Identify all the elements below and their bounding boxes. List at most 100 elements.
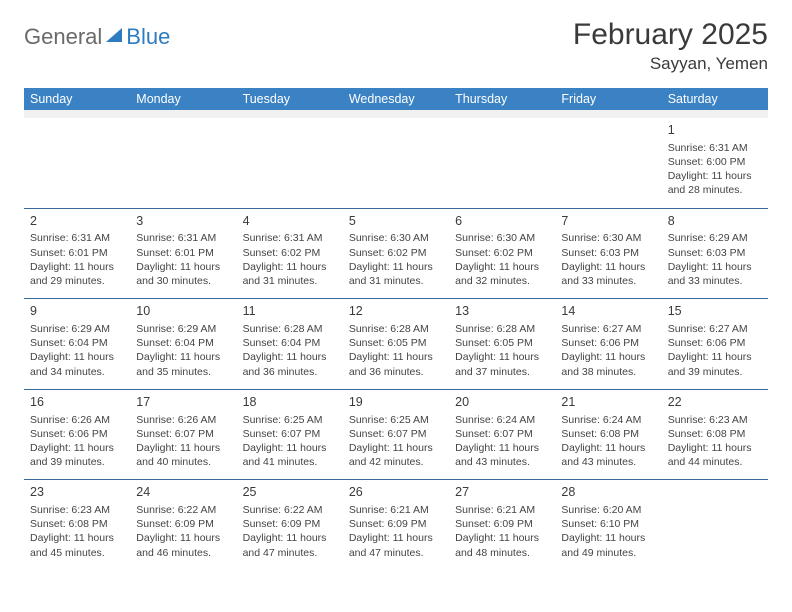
day-number: 25	[243, 484, 337, 501]
day-number: 16	[30, 394, 124, 411]
day-cell: 1Sunrise: 6:31 AMSunset: 6:00 PMDaylight…	[662, 118, 768, 208]
day-detail-line: and 35 minutes.	[136, 365, 230, 379]
day-detail-line: Sunrise: 6:30 AM	[561, 231, 655, 245]
day-number: 6	[455, 213, 549, 230]
day-detail-line: Sunrise: 6:24 AM	[455, 413, 549, 427]
day-detail-line: and 48 minutes.	[455, 546, 549, 560]
day-number: 11	[243, 303, 337, 320]
day-cell: 23Sunrise: 6:23 AMSunset: 6:08 PMDayligh…	[24, 480, 130, 570]
day-number: 17	[136, 394, 230, 411]
day-detail-line: and 29 minutes.	[30, 274, 124, 288]
week-row: 1Sunrise: 6:31 AMSunset: 6:00 PMDaylight…	[24, 118, 768, 208]
day-cell: 10Sunrise: 6:29 AMSunset: 6:04 PMDayligh…	[130, 299, 236, 389]
day-cell: 12Sunrise: 6:28 AMSunset: 6:05 PMDayligh…	[343, 299, 449, 389]
day-number: 27	[455, 484, 549, 501]
day-header-monday: Monday	[130, 88, 236, 110]
day-detail-line: Sunrise: 6:28 AM	[455, 322, 549, 336]
day-detail-line: Daylight: 11 hours	[136, 531, 230, 545]
day-detail-line: Sunset: 6:02 PM	[455, 246, 549, 260]
day-detail-line: Sunrise: 6:27 AM	[668, 322, 762, 336]
weeks-container: 1Sunrise: 6:31 AMSunset: 6:00 PMDaylight…	[24, 118, 768, 570]
day-detail-line: Daylight: 11 hours	[243, 531, 337, 545]
day-cell: 20Sunrise: 6:24 AMSunset: 6:07 PMDayligh…	[449, 390, 555, 480]
day-detail-line: Sunrise: 6:26 AM	[30, 413, 124, 427]
day-detail-line: and 47 minutes.	[349, 546, 443, 560]
day-detail-line: Sunset: 6:03 PM	[561, 246, 655, 260]
day-detail-line: Sunrise: 6:31 AM	[668, 141, 762, 155]
day-detail-line: and 43 minutes.	[455, 455, 549, 469]
day-detail-line: Daylight: 11 hours	[668, 350, 762, 364]
day-detail-line: Sunset: 6:01 PM	[136, 246, 230, 260]
day-number: 21	[561, 394, 655, 411]
day-header-wednesday: Wednesday	[343, 88, 449, 110]
day-number: 13	[455, 303, 549, 320]
day-detail-line: and 30 minutes.	[136, 274, 230, 288]
day-header-saturday: Saturday	[662, 88, 768, 110]
day-cell: 15Sunrise: 6:27 AMSunset: 6:06 PMDayligh…	[662, 299, 768, 389]
day-detail-line: Sunrise: 6:25 AM	[349, 413, 443, 427]
day-detail-line: Daylight: 11 hours	[136, 350, 230, 364]
day-header-tuesday: Tuesday	[237, 88, 343, 110]
day-detail-line: Daylight: 11 hours	[668, 441, 762, 455]
day-detail-line: Sunset: 6:04 PM	[136, 336, 230, 350]
day-detail-line: Sunset: 6:09 PM	[349, 517, 443, 531]
day-detail-line: and 42 minutes.	[349, 455, 443, 469]
day-detail-line: Sunrise: 6:30 AM	[455, 231, 549, 245]
day-detail-line: Sunset: 6:05 PM	[349, 336, 443, 350]
day-number: 4	[243, 213, 337, 230]
day-detail-line: and 34 minutes.	[30, 365, 124, 379]
day-detail-line: and 41 minutes.	[243, 455, 337, 469]
day-detail-line: and 31 minutes.	[349, 274, 443, 288]
day-cell	[343, 118, 449, 208]
day-number: 8	[668, 213, 762, 230]
day-number: 26	[349, 484, 443, 501]
day-detail-line: Sunrise: 6:22 AM	[243, 503, 337, 517]
day-detail-line: Daylight: 11 hours	[243, 441, 337, 455]
day-detail-line: Sunrise: 6:29 AM	[30, 322, 124, 336]
day-detail-line: Daylight: 11 hours	[30, 531, 124, 545]
day-detail-line: Sunrise: 6:20 AM	[561, 503, 655, 517]
day-detail-line: Daylight: 11 hours	[243, 260, 337, 274]
day-cell	[237, 118, 343, 208]
location: Sayyan, Yemen	[573, 54, 768, 74]
day-detail-line: and 44 minutes.	[668, 455, 762, 469]
day-detail-line: Daylight: 11 hours	[243, 350, 337, 364]
day-detail-line: Sunset: 6:06 PM	[561, 336, 655, 350]
day-detail-line: Daylight: 11 hours	[668, 260, 762, 274]
day-detail-line: Sunset: 6:07 PM	[243, 427, 337, 441]
day-cell: 16Sunrise: 6:26 AMSunset: 6:06 PMDayligh…	[24, 390, 130, 480]
day-detail-line: and 36 minutes.	[349, 365, 443, 379]
day-cell: 22Sunrise: 6:23 AMSunset: 6:08 PMDayligh…	[662, 390, 768, 480]
day-detail-line: and 33 minutes.	[668, 274, 762, 288]
day-detail-line: Daylight: 11 hours	[349, 350, 443, 364]
day-cell: 27Sunrise: 6:21 AMSunset: 6:09 PMDayligh…	[449, 480, 555, 570]
day-detail-line: Sunrise: 6:22 AM	[136, 503, 230, 517]
day-detail-line: Daylight: 11 hours	[136, 441, 230, 455]
logo-text-general: General	[24, 24, 102, 50]
day-detail-line: Sunrise: 6:29 AM	[136, 322, 230, 336]
day-detail-line: Sunset: 6:09 PM	[136, 517, 230, 531]
day-detail-line: and 28 minutes.	[668, 183, 762, 197]
day-detail-line: and 46 minutes.	[136, 546, 230, 560]
day-detail-line: Sunrise: 6:24 AM	[561, 413, 655, 427]
day-cell	[449, 118, 555, 208]
day-detail-line: Daylight: 11 hours	[561, 531, 655, 545]
day-detail-line: Sunrise: 6:21 AM	[455, 503, 549, 517]
day-detail-line: Sunset: 6:09 PM	[243, 517, 337, 531]
day-detail-line: Daylight: 11 hours	[30, 260, 124, 274]
day-cell: 14Sunrise: 6:27 AMSunset: 6:06 PMDayligh…	[555, 299, 661, 389]
day-number: 20	[455, 394, 549, 411]
logo-sail-icon	[104, 26, 124, 49]
day-detail-line: Sunrise: 6:31 AM	[243, 231, 337, 245]
header-spacer	[24, 110, 768, 118]
day-number: 18	[243, 394, 337, 411]
day-detail-line: and 40 minutes.	[136, 455, 230, 469]
day-detail-line: Daylight: 11 hours	[30, 441, 124, 455]
day-number: 28	[561, 484, 655, 501]
week-row: 2Sunrise: 6:31 AMSunset: 6:01 PMDaylight…	[24, 208, 768, 299]
day-cell: 3Sunrise: 6:31 AMSunset: 6:01 PMDaylight…	[130, 209, 236, 299]
day-cell: 4Sunrise: 6:31 AMSunset: 6:02 PMDaylight…	[237, 209, 343, 299]
day-detail-line: and 47 minutes.	[243, 546, 337, 560]
day-header-thursday: Thursday	[449, 88, 555, 110]
day-detail-line: Daylight: 11 hours	[561, 441, 655, 455]
